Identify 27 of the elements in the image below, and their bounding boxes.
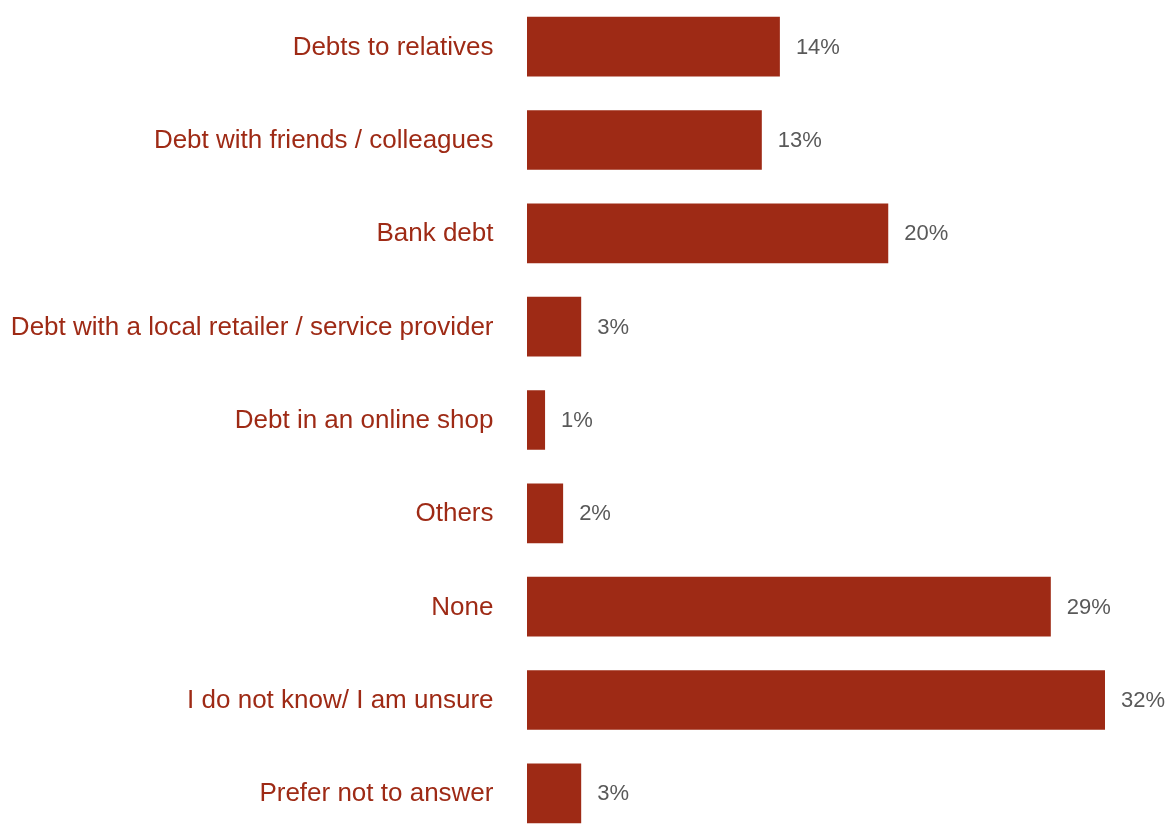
y-tick-label: I do not know/ I am unsure: [187, 684, 494, 714]
y-tick-label: Debts to relatives: [292, 30, 494, 61]
bar: [527, 110, 762, 170]
bar: [527, 763, 582, 824]
data-label: 13%: [777, 127, 822, 152]
y-tick-label: Others: [415, 497, 494, 528]
y-tick-label: None: [431, 590, 494, 621]
data-label: 3%: [597, 780, 629, 806]
bar: [527, 296, 582, 357]
bar: [527, 16, 780, 77]
y-tick-label: Debt in an online shop: [234, 404, 494, 434]
bar: [527, 203, 889, 264]
bar: [527, 670, 1105, 730]
data-label: 29%: [1066, 593, 1111, 619]
data-label: 20%: [904, 220, 949, 246]
data-label: 3%: [597, 313, 629, 339]
data-label: 1%: [561, 407, 593, 432]
bar: [527, 576, 1051, 637]
data-label: 2%: [579, 500, 611, 526]
y-tick-label: Debt with a local retailer / service provider: [10, 310, 494, 341]
bar: [527, 483, 564, 544]
y-tick-label: Prefer not to answer: [259, 777, 494, 808]
y-tick-label: Debt with friends / colleagues: [153, 124, 494, 154]
data-label: 32%: [1121, 687, 1166, 712]
data-label: 14%: [795, 33, 840, 59]
bar: [527, 390, 546, 450]
y-tick-label: Bank debt: [376, 217, 495, 248]
